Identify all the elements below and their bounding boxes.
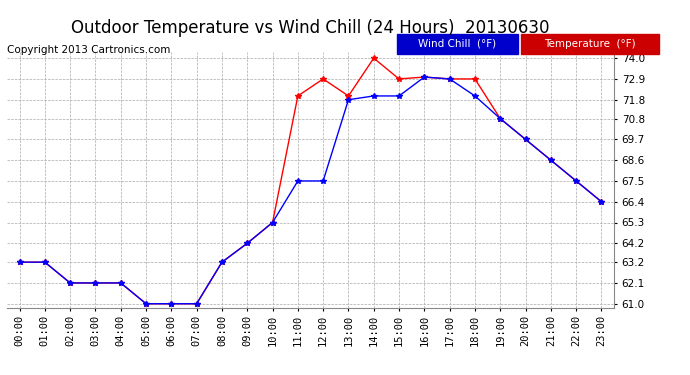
Text: Temperature  (°F): Temperature (°F) [544, 39, 635, 49]
Text: Copyright 2013 Cartronics.com: Copyright 2013 Cartronics.com [7, 45, 170, 55]
Text: Wind Chill  (°F): Wind Chill (°F) [417, 39, 496, 49]
Text: Outdoor Temperature vs Wind Chill (24 Hours)  20130630: Outdoor Temperature vs Wind Chill (24 Ho… [71, 19, 550, 37]
